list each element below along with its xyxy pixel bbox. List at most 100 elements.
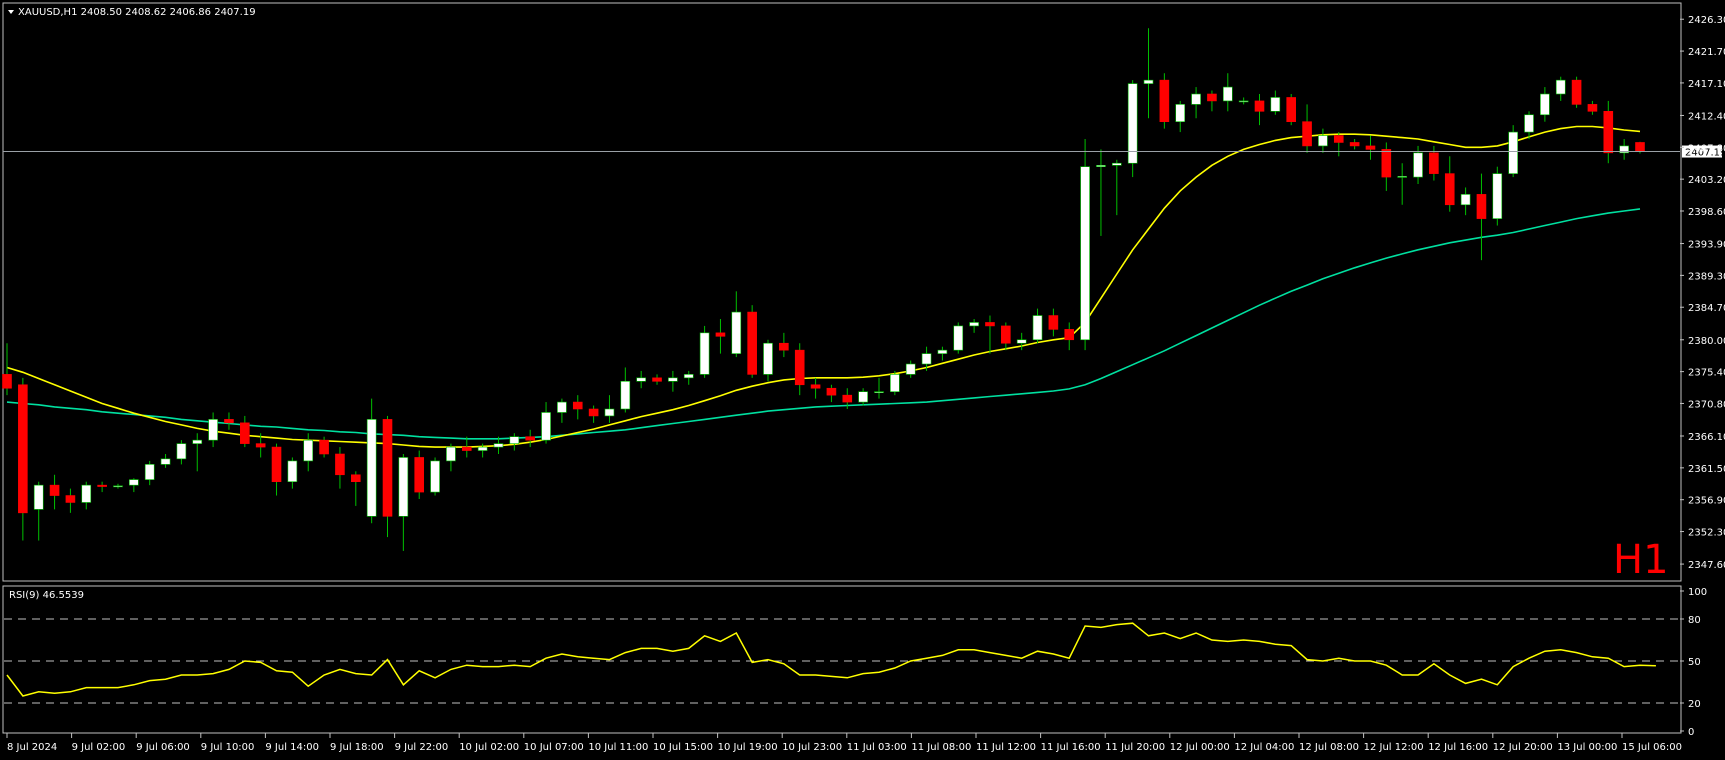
rsi-tick-label: 0 bbox=[1688, 727, 1694, 738]
candle bbox=[953, 322, 964, 354]
candle-body bbox=[1001, 325, 1011, 344]
candle-body bbox=[1096, 165, 1106, 167]
time-tick-label: 8 Jul 2024 bbox=[7, 742, 57, 753]
time-tick-label: 9 Jul 22:00 bbox=[395, 742, 449, 753]
candle bbox=[49, 474, 60, 510]
candle-body bbox=[636, 377, 646, 382]
candle-body bbox=[588, 408, 599, 417]
candle bbox=[1333, 132, 1344, 157]
candle bbox=[144, 460, 155, 486]
candle-body bbox=[1365, 145, 1376, 150]
candle-body bbox=[1016, 339, 1027, 344]
candle-body bbox=[1524, 114, 1534, 133]
candle-body bbox=[65, 495, 76, 503]
candle-body bbox=[382, 419, 393, 517]
time-tick-label: 9 Jul 02:00 bbox=[72, 742, 126, 753]
candle-body bbox=[620, 381, 631, 410]
candle bbox=[97, 481, 107, 493]
candle-body bbox=[493, 443, 504, 448]
candle bbox=[255, 433, 266, 458]
candle bbox=[572, 395, 583, 420]
candle bbox=[1619, 139, 1629, 160]
candle-body bbox=[1064, 329, 1075, 341]
price-tick-label: 2421.70 bbox=[1688, 47, 1725, 58]
candle-body bbox=[1492, 173, 1503, 219]
candle-body bbox=[763, 342, 773, 375]
time-tick-label: 11 Jul 16:00 bbox=[1041, 742, 1101, 753]
price-tick-label: 2389.30 bbox=[1688, 271, 1725, 282]
candle-body bbox=[398, 457, 409, 517]
candle-body bbox=[572, 401, 583, 410]
candle-body bbox=[699, 332, 710, 375]
candle-body bbox=[1635, 142, 1645, 152]
price-tick-label: 2361.50 bbox=[1688, 464, 1725, 475]
candle-body bbox=[826, 387, 837, 396]
candle bbox=[18, 377, 28, 541]
candle bbox=[1381, 142, 1392, 191]
candle bbox=[620, 367, 631, 413]
candle bbox=[319, 436, 329, 458]
candle-body bbox=[414, 457, 425, 493]
symbol-menu-icon[interactable] bbox=[8, 10, 14, 14]
price-tick-label: 2403.20 bbox=[1688, 175, 1725, 186]
candle-body bbox=[1603, 111, 1614, 154]
candle-body bbox=[683, 374, 694, 379]
candle bbox=[430, 457, 440, 496]
rsi-tick-label: 50 bbox=[1688, 657, 1701, 668]
timeframe-label: H1 bbox=[1613, 537, 1669, 583]
price-tick-label: 2393.90 bbox=[1688, 240, 1725, 251]
candle bbox=[382, 415, 393, 538]
candle bbox=[1318, 128, 1328, 153]
candle bbox=[1413, 145, 1423, 184]
candle-body bbox=[842, 394, 853, 403]
time-tick-label: 9 Jul 06:00 bbox=[136, 742, 190, 753]
candle bbox=[271, 443, 282, 496]
price-tick-label: 2352.30 bbox=[1688, 528, 1725, 539]
candle bbox=[715, 319, 726, 354]
candle-body bbox=[176, 443, 187, 460]
time-tick-label: 12 Jul 08:00 bbox=[1299, 742, 1359, 753]
candle-body bbox=[890, 374, 900, 392]
candle-body bbox=[1587, 104, 1598, 112]
candle-body bbox=[810, 384, 821, 389]
candle bbox=[1096, 149, 1106, 236]
candle bbox=[33, 481, 44, 541]
price-tick-label: 2407.80 bbox=[1688, 143, 1725, 154]
candle bbox=[1524, 111, 1534, 139]
candle bbox=[557, 398, 567, 423]
candle bbox=[1349, 139, 1360, 150]
candle bbox=[1159, 73, 1170, 129]
time-tick-label: 11 Jul 08:00 bbox=[911, 742, 971, 753]
candle-body bbox=[1048, 315, 1059, 330]
candle-body bbox=[1080, 166, 1090, 341]
candle-body bbox=[1444, 173, 1455, 206]
time-tick-label: 15 Jul 06:00 bbox=[1622, 742, 1682, 753]
candle-body bbox=[969, 322, 979, 327]
candle bbox=[366, 398, 377, 524]
candle-body bbox=[1397, 176, 1407, 178]
candle bbox=[1191, 87, 1201, 119]
candle bbox=[1175, 100, 1186, 133]
candle-body bbox=[1333, 135, 1344, 143]
candle bbox=[446, 443, 456, 472]
candle-body bbox=[160, 458, 171, 465]
candle bbox=[1001, 322, 1011, 351]
candle bbox=[921, 346, 932, 371]
candle bbox=[541, 402, 551, 444]
candle-body bbox=[1032, 315, 1043, 341]
candle bbox=[461, 436, 472, 458]
candle bbox=[208, 412, 218, 448]
candle bbox=[810, 377, 821, 399]
time-tick-label: 12 Jul 00:00 bbox=[1170, 742, 1230, 753]
candle bbox=[588, 405, 599, 423]
candle-body bbox=[731, 311, 742, 354]
candle-body bbox=[1222, 86, 1233, 102]
candle bbox=[1207, 90, 1217, 112]
candle bbox=[1603, 100, 1614, 164]
candle-body bbox=[113, 485, 123, 488]
candle-body bbox=[1540, 93, 1550, 116]
candle-body bbox=[509, 436, 520, 444]
candle bbox=[1270, 90, 1281, 115]
